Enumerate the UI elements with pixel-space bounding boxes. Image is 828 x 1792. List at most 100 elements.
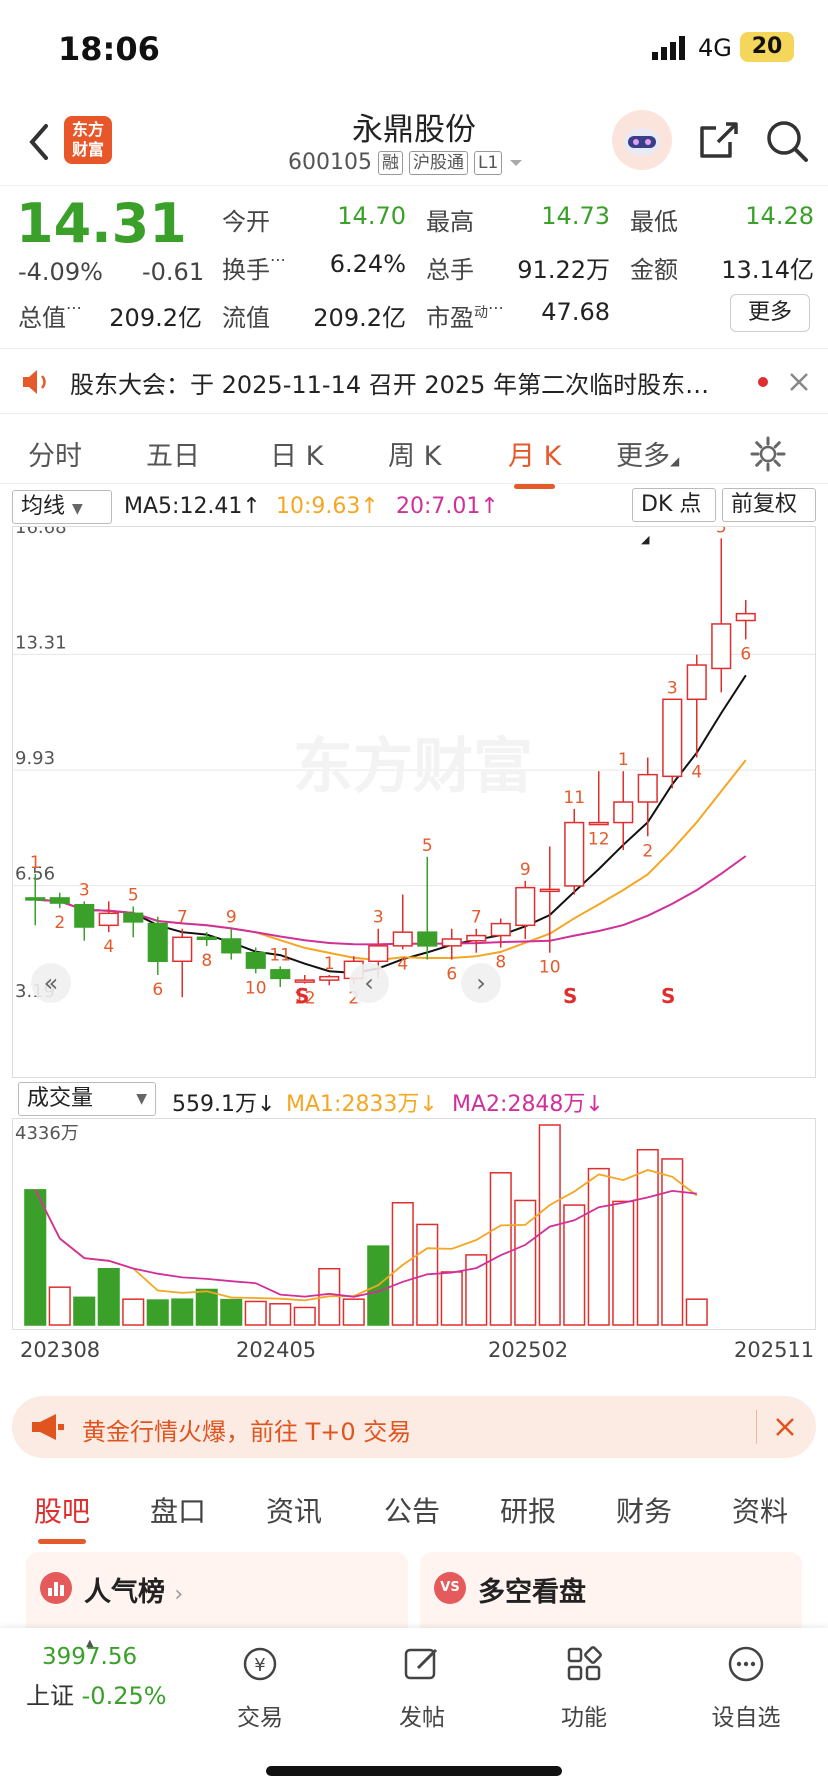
- amount-label: 金额: [630, 256, 678, 284]
- ma20-value: 20:7.01↑: [396, 494, 499, 519]
- candle-body: [392, 931, 413, 947]
- amount-value: 13.14亿: [721, 256, 814, 284]
- candle-body: [319, 975, 340, 981]
- notice-bar[interactable]: 股东大会：于 2025-11-14 召开 2025 年第二次临时股东…: [0, 348, 828, 414]
- divider: [756, 1410, 757, 1444]
- more-button[interactable]: 更多: [730, 294, 810, 332]
- tab-research[interactable]: 研报: [500, 1495, 557, 1528]
- battery-indicator: 20: [740, 32, 794, 62]
- volume-ma2: MA2:2848万↓: [452, 1092, 604, 1117]
- volume-bar: [587, 1167, 610, 1326]
- adjust-mode-button[interactable]: 前复权: [722, 488, 816, 522]
- kline-chart[interactable]: 16.6813.319.936.563.19东方财富12345678910111…: [12, 517, 816, 1078]
- month-label: 2: [348, 989, 359, 1009]
- low-label: 最低: [630, 208, 678, 236]
- content-tabs: 股吧 盘口 资讯 公告 研报 财务 资料: [0, 1470, 828, 1544]
- status-bar: 18:06 4G 20: [0, 0, 828, 100]
- ranking-icon: [40, 1572, 72, 1604]
- share-icon[interactable]: [696, 118, 740, 162]
- candle-body: [270, 969, 291, 980]
- promo-banner[interactable]: 黄金行情火爆，前往 T+0 交易: [12, 1396, 816, 1458]
- tab-intraday[interactable]: 分时: [28, 441, 82, 472]
- app-logo: 东方 财富: [64, 116, 112, 164]
- change-percent: -4.09%: [18, 258, 103, 286]
- search-icon[interactable]: [764, 118, 810, 164]
- network-label: 4G: [698, 34, 732, 62]
- x-axis-labels: 202308 202405 202502 202511: [0, 1334, 828, 1368]
- month-label: 8: [495, 953, 506, 973]
- month-label: 12: [588, 829, 610, 849]
- month-label: 1: [618, 750, 629, 770]
- month-label: 6: [740, 644, 751, 664]
- unread-dot: [758, 377, 768, 387]
- back-icon[interactable]: [24, 120, 54, 164]
- robot-avatar-icon[interactable]: [612, 110, 672, 170]
- tab-forum[interactable]: 股吧: [34, 1490, 90, 1544]
- add-watchlist-button[interactable]: 设自选: [686, 1644, 806, 1732]
- tab-news[interactable]: 资讯: [266, 1495, 323, 1528]
- info-icon[interactable]: ⋯: [66, 298, 82, 317]
- candle-body: [735, 612, 756, 622]
- tab-five-day[interactable]: 五日: [146, 441, 200, 472]
- dk-point-toggle[interactable]: DK 点◢: [632, 488, 716, 546]
- ma20-line: [35, 855, 747, 946]
- chart-nav-arrow: ›: [476, 969, 486, 997]
- volume-bar: [220, 1298, 243, 1326]
- month-label: 9: [226, 908, 237, 928]
- bull-bear-card[interactable]: VS 多空看盘: [420, 1552, 802, 1628]
- tab-daily[interactable]: 日 K: [270, 441, 324, 472]
- open-value: 14.70: [337, 202, 406, 230]
- bull-bear-title: 多空看盘: [478, 1577, 586, 1608]
- tab-finance[interactable]: 财务: [616, 1495, 673, 1528]
- month-label: 8: [201, 951, 212, 971]
- tab-more[interactable]: 更多◢: [616, 441, 680, 472]
- bottom-toolbar: ▲ 3997.56 上证 -0.25% ¥ 交易 发帖 功能 设自选: [0, 1628, 828, 1792]
- volume-legend-row: 成交量 ▼ 559.1万↓ MA1:2833万↓ MA2:2848万↓: [0, 1080, 828, 1118]
- tab-profile[interactable]: 资料: [732, 1495, 789, 1528]
- volume-bar: [48, 1286, 71, 1326]
- candle-body: [417, 931, 438, 947]
- candle-body: [441, 938, 462, 947]
- tag-level: L1: [473, 150, 503, 175]
- grid-icon: [567, 1646, 602, 1681]
- stock-subline[interactable]: 600105 融 沪股通 L1: [288, 150, 524, 175]
- volume-chart[interactable]: 4336万: [12, 1118, 816, 1330]
- functions-button[interactable]: 功能: [524, 1644, 644, 1732]
- turnover-value: 6.24%: [329, 250, 406, 278]
- month-label: 9: [520, 860, 531, 880]
- s-marker: S: [295, 984, 309, 1008]
- info-icon[interactable]: ⋯: [488, 298, 504, 317]
- tab-weekly[interactable]: 周 K: [388, 441, 442, 472]
- chart-nav-arrow: «: [44, 969, 59, 997]
- volume-indicator-select[interactable]: 成交量 ▼: [18, 1082, 156, 1116]
- promo-text: 黄金行情火爆，前往 T+0 交易: [82, 1418, 412, 1446]
- month-label: 4: [691, 762, 702, 782]
- x-label: 202405: [236, 1338, 317, 1362]
- mcap-label: 总值⋯: [18, 298, 82, 332]
- indicator-select[interactable]: 均线 ▼: [12, 490, 112, 524]
- close-icon[interactable]: [788, 371, 810, 393]
- speaker-icon: [23, 370, 46, 394]
- month-label: 6: [446, 965, 457, 985]
- settings-gear-icon[interactable]: [750, 436, 786, 472]
- volume-bar: [538, 1124, 561, 1326]
- popularity-card[interactable]: 人气榜 ›: [26, 1552, 408, 1628]
- trade-button[interactable]: ¥ 交易: [200, 1644, 320, 1732]
- x-label: 202308: [20, 1338, 101, 1362]
- month-label: 11: [269, 945, 291, 965]
- tab-orderbook[interactable]: 盘口: [150, 1495, 207, 1528]
- index-name: 上证: [26, 1682, 74, 1710]
- turnover-label: 换手⋯: [222, 250, 286, 284]
- close-icon[interactable]: [774, 1416, 796, 1438]
- tab-monthly[interactable]: 月 K: [508, 434, 561, 489]
- index-ticker[interactable]: ▲ 3997.56 上证 -0.25%: [26, 1638, 186, 1711]
- x-label: 202502: [488, 1338, 569, 1362]
- tab-announcements[interactable]: 公告: [384, 1495, 441, 1528]
- candle-body: [637, 773, 658, 803]
- info-icon[interactable]: ⋯: [270, 250, 286, 269]
- volume-bar: [24, 1189, 47, 1326]
- month-label: 5: [716, 527, 727, 537]
- dropdown-icon: [510, 159, 523, 166]
- post-button[interactable]: 发帖: [362, 1644, 482, 1732]
- low-value: 14.28: [745, 202, 814, 230]
